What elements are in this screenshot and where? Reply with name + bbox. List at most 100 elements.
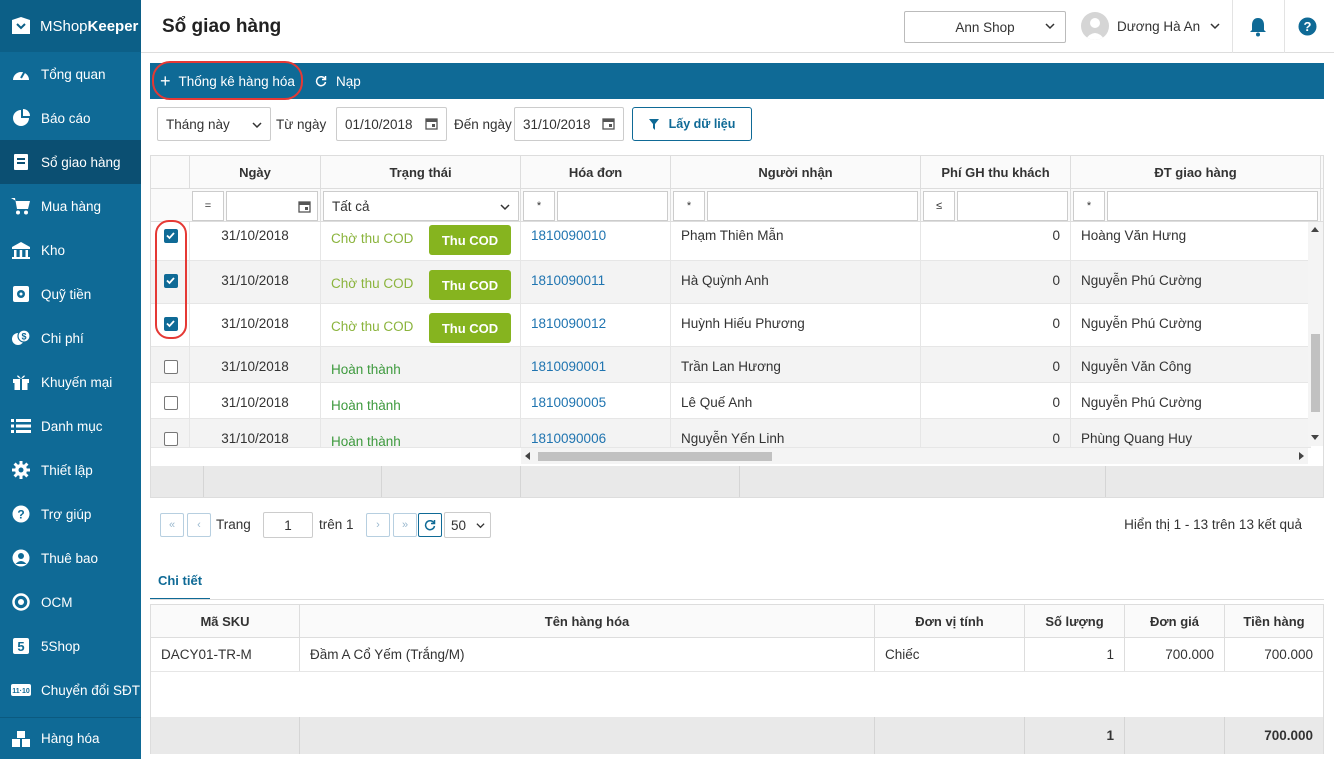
collect-cod-button[interactable]: Thu COD — [429, 225, 511, 255]
sidebar-item-sổ-giao-hàng[interactable]: Sổ giao hàng — [0, 140, 141, 184]
row-checkbox[interactable] — [164, 432, 178, 446]
invoice-filter-operator[interactable]: * — [523, 191, 555, 221]
sidebar-item-chi-phí[interactable]: $ Chi phí — [0, 316, 141, 360]
sidebar-item-label: Thiết lập — [41, 462, 93, 478]
highlight-oval — [152, 61, 303, 100]
scroll-right-arrow[interactable] — [1299, 452, 1304, 460]
bell-icon[interactable] — [1249, 17, 1267, 37]
col-price[interactable]: Đơn giá — [1125, 605, 1225, 637]
row-checkbox[interactable] — [164, 360, 178, 374]
col-status[interactable]: Trạng thái — [321, 156, 521, 189]
invoice-link[interactable]: 1810090001 — [521, 347, 671, 382]
col-product-name[interactable]: Tên hàng hóa — [300, 605, 875, 637]
col-sku[interactable]: Mã SKU — [151, 605, 300, 637]
status-filter-select[interactable]: Tất cả — [323, 191, 519, 221]
sidebar-item-chuyển-đổi-sđt[interactable]: 11·10 Chuyển đổi SĐT — [0, 668, 141, 712]
col-fee[interactable]: Phí GH thu khách — [921, 156, 1071, 189]
sidebar-item-thiết-lập[interactable]: Thiết lập — [0, 448, 141, 492]
table-row[interactable]: 31/10/2018 Hoàn thành 1810090005 Lê Quế Anh… — [151, 383, 1311, 419]
status-filter-cell: Tất cả — [321, 189, 521, 222]
user-menu[interactable]: Dương Hà An — [1081, 12, 1220, 40]
receiver-filter-input[interactable] — [707, 191, 918, 221]
summary-cell — [151, 466, 204, 497]
row-checkbox[interactable] — [164, 274, 178, 288]
col-unit[interactable]: Đơn vị tính — [875, 605, 1025, 637]
table-row[interactable]: 31/10/2018 Hoàn thành 1810090001 Trần Lan H… — [151, 347, 1311, 383]
app-logo[interactable]: MShop Keeper — [0, 0, 141, 52]
table-row[interactable]: 31/10/2018 Hoàn thành 1810090006 Nguyễn Yến… — [151, 419, 1311, 448]
fee-filter-input[interactable] — [957, 191, 1068, 221]
col-date[interactable]: Ngày — [190, 156, 321, 189]
from-date-input[interactable]: 01/10/2018 — [336, 107, 447, 141]
collect-cod-button[interactable]: Thu COD — [429, 270, 511, 300]
phone-filter-input[interactable] — [1107, 191, 1318, 221]
shipper-cell: Phùng Quang Huy — [1081, 431, 1193, 446]
page-number-input[interactable]: 1 — [263, 512, 313, 538]
help-icon[interactable]: ? — [1298, 17, 1317, 36]
quantity-cell: 1 — [1025, 638, 1125, 671]
scroll-left-arrow[interactable] — [525, 452, 530, 460]
sidebar-item-mua-hàng[interactable]: Mua hàng — [0, 184, 141, 228]
sidebar-item-kho[interactable]: Kho — [0, 228, 141, 272]
last-page-button[interactable]: » — [393, 513, 417, 537]
sidebar-item-label: Chuyển đổi SĐT — [41, 682, 141, 698]
to-date-input[interactable]: 31/10/2018 — [514, 107, 624, 141]
col-invoice[interactable]: Hóa đơn — [521, 156, 671, 189]
chevron-down-icon — [1045, 23, 1055, 30]
sidebar-item-trợ-giúp[interactable]: ? Trợ giúp — [0, 492, 141, 536]
table-row[interactable]: 31/10/2018 Chờ thu COD Thu COD 1810090012 Hu… — [151, 304, 1311, 347]
table-row[interactable]: 31/10/2018 Chờ thu COD Thu COD 1810090011 Hà… — [151, 261, 1311, 304]
stats-button[interactable]: + Thống kê hàng hóa — [160, 63, 295, 99]
shop-select[interactable]: Ann Shop — [904, 11, 1066, 43]
page-size-select[interactable]: 50 — [444, 512, 491, 538]
calendar-icon — [425, 118, 438, 130]
sidebar-item-khuyến-mại[interactable]: Khuyến mại — [0, 360, 141, 404]
sidebar-item-danh-mục[interactable]: Danh mục — [0, 404, 141, 448]
table-row[interactable]: 31/10/2018 Chờ thu COD Thu COD 1810090010 Ph… — [151, 222, 1311, 261]
sidebar-item-5shop[interactable]: 5 5Shop — [0, 624, 141, 668]
prev-page-button[interactable]: ‹ — [187, 513, 211, 537]
scroll-thumb[interactable] — [538, 452, 772, 461]
detail-row[interactable]: DACY01-TR-M Đầm A Cổ Yếm (Trắng/M) Chiếc… — [151, 638, 1323, 672]
phone-filter-operator[interactable]: * — [1073, 191, 1105, 221]
scroll-thumb[interactable] — [1311, 334, 1320, 412]
date-filter-input[interactable] — [226, 191, 318, 221]
dashboard-icon — [11, 64, 31, 84]
get-data-button[interactable]: Lấy dữ liệu — [632, 107, 752, 141]
sidebar-item-quỹ-tiền[interactable]: Quỹ tiền — [0, 272, 141, 316]
receiver-filter-operator[interactable]: * — [673, 191, 705, 221]
col-quantity[interactable]: Số lượng — [1025, 605, 1125, 637]
col-receiver[interactable]: Người nhận — [671, 156, 921, 189]
sidebar-item-ocm[interactable]: OCM — [0, 580, 141, 624]
vertical-scrollbar[interactable] — [1308, 222, 1323, 446]
invoice-link[interactable]: 1810090011 — [521, 261, 671, 303]
invoice-filter-input[interactable] — [557, 191, 668, 221]
sidebar-item-tổng-quan[interactable]: Tổng quan — [0, 52, 141, 96]
col-amount[interactable]: Tiền hàng — [1243, 613, 1305, 629]
invoice-link[interactable]: 1810090006 — [521, 419, 671, 447]
invoice-link[interactable]: 1810090005 — [521, 383, 671, 418]
collect-cod-button[interactable]: Thu COD — [429, 313, 511, 343]
sidebar-item-hang-hoa[interactable]: Hàng hóa — [0, 717, 141, 759]
status-text: Chờ thu COD — [331, 319, 414, 334]
status-cell: Hoàn thành — [321, 419, 521, 447]
horizontal-scrollbar[interactable] — [521, 448, 1308, 464]
row-checkbox[interactable] — [164, 396, 178, 410]
detail-header: Mã SKU Tên hàng hóa Đơn vị tính Số lượng… — [151, 605, 1323, 638]
sidebar-item-báo-cáo[interactable]: Báo cáo — [0, 96, 141, 140]
date-filter-operator[interactable]: = — [192, 191, 224, 221]
plus-icon: + — [160, 71, 171, 91]
period-select[interactable]: Tháng này — [157, 107, 271, 141]
first-page-button[interactable]: « — [160, 513, 184, 537]
next-page-button[interactable]: › — [366, 513, 390, 537]
scroll-down-arrow[interactable] — [1311, 435, 1319, 440]
invoice-link[interactable]: 1810090010 — [521, 222, 671, 260]
scroll-up-arrow[interactable] — [1311, 227, 1319, 232]
col-phone[interactable]: ĐT giao hàng — [1071, 156, 1321, 189]
fee-filter-operator[interactable]: ≤ — [923, 191, 955, 221]
refresh-page-button[interactable] — [418, 513, 442, 537]
sidebar-item-thuê-bao[interactable]: Thuê bao — [0, 536, 141, 580]
invoice-link[interactable]: 1810090012 — [521, 304, 671, 346]
reload-button[interactable]: Nạp — [315, 63, 361, 99]
tab-detail[interactable]: Chi tiết — [150, 562, 210, 600]
